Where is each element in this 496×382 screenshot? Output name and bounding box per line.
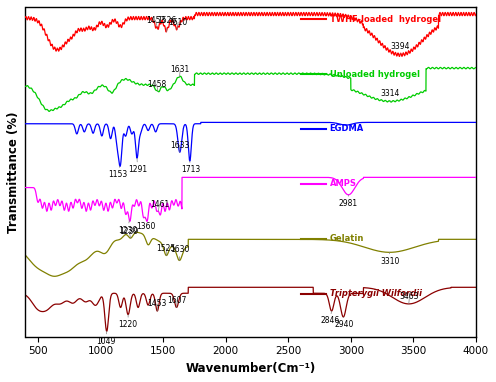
Text: 1230: 1230 — [118, 220, 137, 235]
Text: 3310: 3310 — [380, 253, 399, 265]
Text: Unloaded hydrogel: Unloaded hydrogel — [329, 70, 420, 79]
Y-axis label: Transmittance (%): Transmittance (%) — [7, 111, 20, 233]
Text: 1713: 1713 — [181, 161, 200, 174]
Text: 1360: 1360 — [136, 218, 155, 231]
Text: 1153: 1153 — [108, 166, 127, 179]
Text: 1610: 1610 — [169, 18, 188, 29]
Text: 3314: 3314 — [380, 89, 400, 101]
Text: Tripterygii Wilfordii: Tripterygii Wilfordii — [329, 290, 422, 298]
Text: 1453: 1453 — [148, 299, 167, 311]
Text: AMPS: AMPS — [329, 180, 357, 188]
Text: 1049: 1049 — [96, 331, 116, 346]
Text: 1291: 1291 — [128, 158, 147, 174]
Text: 2846: 2846 — [320, 311, 339, 325]
X-axis label: Wavenumber(Cm⁻¹): Wavenumber(Cm⁻¹) — [186, 362, 316, 375]
Text: EGDMA: EGDMA — [329, 125, 364, 133]
Text: 1633: 1633 — [170, 141, 189, 152]
Text: 1631: 1631 — [171, 65, 190, 77]
Text: 2981: 2981 — [339, 195, 358, 208]
Text: 2940: 2940 — [334, 317, 354, 329]
Text: 1630: 1630 — [170, 245, 190, 261]
Text: 1458: 1458 — [147, 80, 166, 91]
Text: 1239: 1239 — [120, 227, 139, 238]
Text: 1220: 1220 — [119, 315, 138, 329]
Text: 3394: 3394 — [390, 42, 410, 54]
Text: 1525: 1525 — [157, 244, 176, 256]
Text: Gelatin: Gelatin — [329, 235, 364, 243]
Text: 1461: 1461 — [150, 199, 169, 211]
Text: 3463: 3463 — [400, 292, 419, 304]
Text: TWHF-loaded  hydrogel: TWHF-loaded hydrogel — [329, 15, 441, 24]
Text: 1453: 1453 — [146, 16, 165, 27]
Text: 1526: 1526 — [157, 16, 176, 32]
Text: 1607: 1607 — [168, 296, 187, 308]
